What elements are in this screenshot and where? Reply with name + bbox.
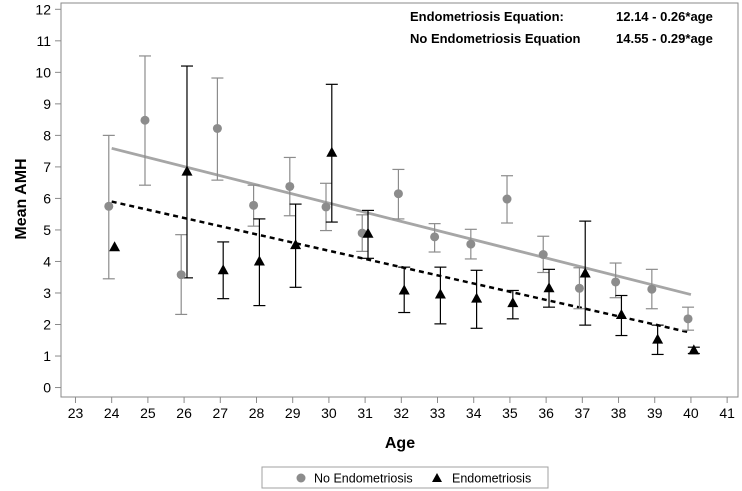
y-tick-label: 8 xyxy=(43,127,51,143)
endo-equation-value: 12.14 - 0.26*age xyxy=(616,9,713,24)
no-endo-equation-value: 14.55 - 0.29*age xyxy=(616,31,713,46)
endometriosis-point xyxy=(507,297,519,308)
data-markers xyxy=(104,115,700,355)
no-endometriosis-point xyxy=(502,194,512,204)
no-endometriosis-point xyxy=(393,189,403,199)
no-endometriosis-point xyxy=(176,270,186,280)
no-endometriosis-point xyxy=(647,284,657,294)
fit-line-no-endometriosis xyxy=(111,146,692,296)
x-tick-label: 35 xyxy=(502,405,518,421)
x-tick-label: 36 xyxy=(538,405,554,421)
endometriosis-point xyxy=(615,309,627,320)
y-tick-label: 9 xyxy=(43,96,51,112)
y-tick-label: 12 xyxy=(35,1,51,17)
y-tick-label: 7 xyxy=(43,159,51,175)
endometriosis-point xyxy=(290,239,302,250)
legend-no-endo-label: No Endometriosis xyxy=(314,472,413,486)
x-tick-label: 31 xyxy=(357,405,373,421)
no-endometriosis-point xyxy=(104,201,114,211)
no-endometriosis-point xyxy=(321,202,331,212)
no-endometriosis-point xyxy=(611,277,621,287)
y-tick-label: 5 xyxy=(43,222,51,238)
x-tick-label: 41 xyxy=(719,405,735,421)
no-endometriosis-point xyxy=(212,123,222,133)
y-tick-label: 1 xyxy=(43,348,51,364)
x-tick-label: 40 xyxy=(683,405,699,421)
endometriosis-point xyxy=(471,292,483,303)
no-endometriosis-point xyxy=(538,250,548,260)
x-tick-label: 39 xyxy=(647,405,663,421)
equation-annotations: Endometriosis Equation: 12.14 - 0.26*age… xyxy=(410,9,713,46)
endometriosis-point xyxy=(398,284,410,295)
endo-equation-label: Endometriosis Equation: xyxy=(410,9,564,24)
y-tick-label: 4 xyxy=(43,253,51,269)
legend-frame xyxy=(261,466,549,489)
y-tick-label: 0 xyxy=(43,380,51,396)
no-endometriosis-point xyxy=(683,314,693,324)
x-tick-label: 32 xyxy=(394,405,410,421)
x-tick-label: 38 xyxy=(611,405,627,421)
no-endometriosis-point xyxy=(140,115,150,125)
no-endometriosis-point xyxy=(249,200,259,210)
legend-no-endo-marker xyxy=(296,473,306,483)
x-tick-label: 23 xyxy=(68,405,84,421)
legend-endo-marker xyxy=(432,473,442,482)
endometriosis-point xyxy=(217,264,229,275)
x-tick-label: 29 xyxy=(285,405,301,421)
legend-endo-label: Endometriosis xyxy=(452,472,531,486)
legend: No Endometriosis Endometriosis xyxy=(261,466,549,489)
endometriosis-point xyxy=(362,227,374,238)
endometriosis-point xyxy=(688,344,700,355)
x-tick-label: 37 xyxy=(575,405,591,421)
x-tick-label: 26 xyxy=(176,405,192,421)
x-tick-label: 28 xyxy=(249,405,265,421)
endometriosis-point xyxy=(181,165,193,176)
x-axis-title: Age xyxy=(385,435,415,452)
endometriosis-point xyxy=(326,146,338,157)
x-axis: 23 24 25 26 27 28 29 30 31 32 33 34 35 36 37 38 39 40 41 xyxy=(68,397,735,421)
y-tick-label: 3 xyxy=(43,285,51,301)
plot-frame xyxy=(60,2,739,398)
endometriosis-point xyxy=(652,333,664,344)
endometriosis-point xyxy=(579,267,591,278)
x-tick-label: 25 xyxy=(140,405,156,421)
endometriosis-point xyxy=(109,241,121,252)
y-axis-title: Mean AMH xyxy=(13,158,30,239)
y-tick-label: 2 xyxy=(43,317,51,333)
x-tick-label: 24 xyxy=(104,405,120,421)
regression-lines xyxy=(111,146,692,334)
no-endometriosis-point xyxy=(466,239,476,249)
endometriosis-point xyxy=(434,288,446,299)
y-tick-label: 11 xyxy=(36,33,51,49)
y-tick-label: 6 xyxy=(43,190,51,206)
no-endo-equation-label: No Endometriosis Equation xyxy=(410,31,581,46)
x-tick-label: 33 xyxy=(430,405,446,421)
x-tick-label: 27 xyxy=(213,405,229,421)
endometriosis-point xyxy=(543,282,555,293)
no-endometriosis-point xyxy=(285,181,295,191)
y-tick-label: 10 xyxy=(35,64,51,80)
no-endometriosis-point xyxy=(430,232,440,242)
x-tick-label: 34 xyxy=(466,405,482,421)
endometriosis-point xyxy=(253,255,265,266)
no-endometriosis-point xyxy=(574,283,584,293)
x-tick-label: 30 xyxy=(321,405,337,421)
